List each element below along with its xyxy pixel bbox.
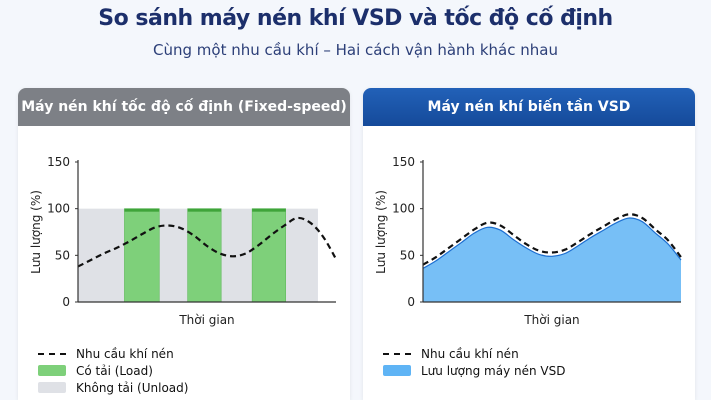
legend-item-load: Có tải (Load) (38, 362, 188, 379)
load-bar-top (187, 208, 222, 212)
unload-bar (221, 208, 253, 302)
y-tick-label: 150 (392, 155, 415, 169)
legend-swatch-demand (38, 352, 66, 355)
page-title: So sánh máy nén khí VSD và tốc độ cố địn… (98, 6, 613, 31)
x-axis-label: Thời gian (523, 313, 579, 327)
vsd-panel: Máy nén khí biến tần VSD 0 50 100 150 Thời g… (363, 88, 695, 400)
unload-bar (285, 208, 318, 302)
y-tick-label: 50 (55, 248, 70, 262)
unload-bar (159, 208, 188, 302)
load-bar (251, 208, 286, 303)
y-axis-label: Lưu lượng (%) (29, 190, 43, 274)
legend-label-demand: Nhu cầu khí nén (76, 346, 174, 361)
fixed-speed-panel: Máy nén khí tốc độ cố định (Fixed-speed)… (18, 88, 350, 400)
load-bar-top (124, 208, 160, 212)
y-tick-label: 0 (407, 295, 415, 309)
y-tick-label: 50 (400, 248, 415, 262)
vsd-flow-area (423, 217, 681, 302)
y-tick-label: 0 (62, 295, 70, 309)
fixed-speed-legend: Nhu cầu khí nén Có tải (Load) Không tải … (38, 345, 188, 396)
x-axis-label: Thời gian (178, 313, 234, 327)
load-bar (187, 208, 222, 303)
legend-item-demand: Nhu cầu khí nén (38, 345, 188, 362)
legend-swatch-vsd-flow (383, 365, 411, 376)
legend-swatch-demand-vsd (383, 352, 411, 355)
vsd-flow-line (422, 217, 682, 269)
legend-label-unload: Không tải (Unload) (76, 380, 189, 395)
y-tick-label: 100 (392, 202, 415, 216)
vsd-legend: Nhu cầu khí nén Lưu lượng máy nén VSD (383, 345, 565, 379)
legend-swatch-unload (38, 382, 66, 393)
legend-item-unload: Không tải (Unload) (38, 379, 188, 396)
load-bar-top (252, 208, 286, 212)
demand-line (77, 216, 337, 268)
legend-label-load: Có tải (Load) (76, 363, 153, 378)
load-bar (124, 208, 160, 303)
y-tick-label: 100 (47, 202, 70, 216)
y-axis-label: Lưu lượng (%) (374, 190, 388, 274)
legend-label-vsd-flow: Lưu lượng máy nén VSD (421, 363, 566, 378)
vsd-chart: 0 50 100 150 Thời gian Lưu lượng (%) (374, 155, 682, 327)
fixed-speed-chart: 0 50 100 150 Thời gian Lưu lượng (%) (29, 155, 337, 327)
legend-item-vsd-flow: Lưu lượng máy nén VSD (383, 362, 565, 379)
page-subtitle: Cùng một nhu cầu khí – Hai cách vận hành… (153, 41, 558, 59)
vsd-panel-header: Máy nén khí biến tần VSD (363, 88, 695, 126)
demand-line (422, 213, 682, 266)
legend-swatch-load (38, 365, 66, 376)
fixed-speed-panel-header: Máy nén khí tốc độ cố định (Fixed-speed) (18, 88, 350, 126)
y-tick-label: 150 (47, 155, 70, 169)
legend-item-demand-vsd: Nhu cầu khí nén (383, 345, 565, 362)
legend-label-demand-vsd: Nhu cầu khí nén (421, 346, 519, 361)
